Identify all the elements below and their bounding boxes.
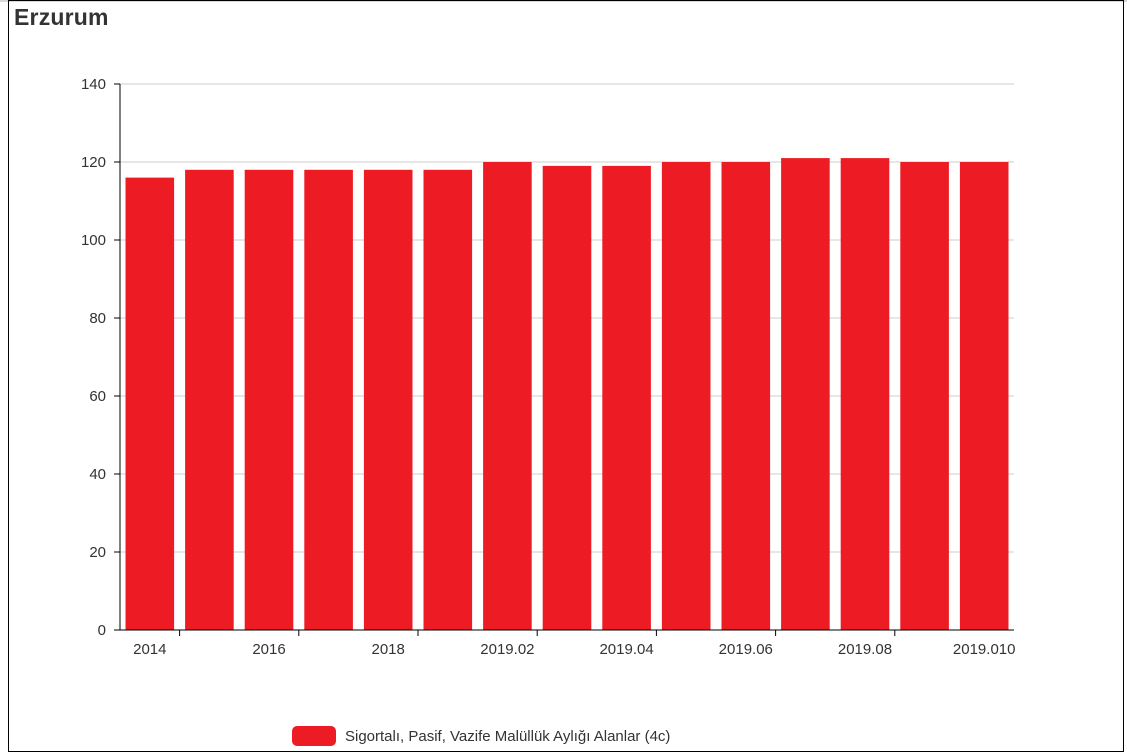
x-tick-label: 2019.010 [953, 641, 1016, 658]
y-tick-label: 20 [89, 544, 106, 561]
x-tick-label: 2019.08 [838, 641, 892, 658]
y-tick-label: 40 [89, 466, 106, 483]
frame-top-shadow [0, 0, 1127, 2]
y-tick-label: 100 [81, 232, 106, 249]
y-tick-label: 120 [81, 154, 106, 171]
bar [363, 169, 413, 631]
x-tick-label: 2019.06 [719, 641, 773, 658]
x-tick-label: 2019.04 [599, 641, 653, 658]
bar [840, 158, 890, 630]
x-tick-label: 2014 [133, 641, 166, 658]
y-tick-label: 80 [89, 310, 106, 327]
y-tick-label: 0 [98, 622, 106, 639]
x-tick-label: 2018 [372, 641, 405, 658]
x-tick-label: 2019.02 [480, 641, 534, 658]
x-tick-label: 2016 [252, 641, 285, 658]
bar [900, 162, 949, 630]
page-title: Erzurum [14, 4, 109, 30]
bar [661, 162, 711, 630]
bar [542, 165, 592, 630]
chart-legend[interactable]: Sigortalı, Pasif, Vazife Malüllük Aylığı… [292, 723, 670, 749]
bar [602, 165, 651, 630]
bar [721, 162, 771, 630]
y-tick-label: 140 [81, 76, 106, 93]
legend-swatch [292, 726, 336, 746]
bar [959, 162, 1009, 630]
bar [185, 169, 234, 631]
bar [423, 169, 473, 631]
y-tick-label: 60 [89, 388, 106, 405]
bar [304, 169, 353, 631]
chart-frame [8, 0, 1124, 752]
bar [781, 158, 830, 630]
bar [483, 162, 532, 630]
bar [125, 177, 175, 630]
bar [244, 169, 294, 631]
legend-label: Sigortalı, Pasif, Vazife Malüllük Aylığı… [345, 727, 671, 745]
